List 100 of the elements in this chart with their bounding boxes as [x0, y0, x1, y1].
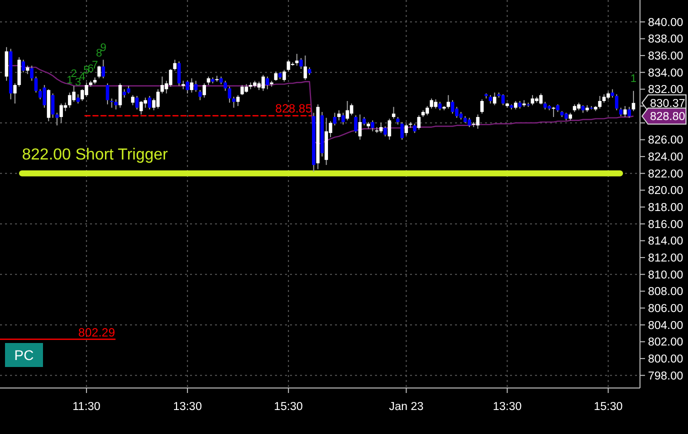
candlestick [384, 126, 387, 137]
text: 2 [70, 68, 77, 80]
candlestick [492, 92, 496, 106]
candlestick [614, 94, 618, 111]
candlestick [426, 106, 429, 116]
y-tick-label: 802.00 [648, 336, 684, 349]
y-tick-label: 838.00 [648, 34, 684, 46]
candlestick [139, 100, 143, 115]
candlestick [455, 106, 458, 118]
candlestick [168, 68, 172, 88]
candlestick [22, 59, 26, 73]
y-tick-label: 826.00 [648, 134, 684, 147]
candlestick [148, 95, 152, 110]
candlestick [72, 85, 76, 102]
candlestick [598, 95, 602, 110]
text: 5 [83, 64, 90, 76]
button: PC [5, 343, 43, 367]
y-tick-label: 824.00 [648, 152, 684, 164]
candlestick [68, 92, 72, 108]
candlestick [131, 94, 134, 106]
candlestick [354, 114, 358, 134]
y-tick-label: 822.00 [648, 168, 684, 180]
ref-line-label: 822.00 Short Trigger [22, 146, 169, 164]
candlestick [370, 120, 374, 132]
candlestick [224, 80, 228, 92]
candlestick [333, 112, 336, 126]
candlestick [186, 80, 190, 94]
y-tick-label: 798.00 [648, 370, 684, 382]
candlestick [266, 76, 270, 90]
y-tick-label: 812.00 [648, 252, 684, 265]
y-tick-label: 804.00 [648, 320, 684, 332]
candlestick [412, 123, 416, 134]
y-tick-label: 800.00 [648, 354, 684, 366]
text: 828.80 [650, 111, 686, 124]
text: 1 [630, 72, 637, 85]
candlestick [632, 90, 636, 112]
x-tick-label: 13:30 [492, 401, 522, 413]
y-tick-label: 808.00 [648, 286, 684, 298]
candlestick [194, 80, 198, 92]
y-tick-label: 820.00 [648, 185, 684, 198]
x-tick-label: Jan 23 [388, 401, 424, 413]
x-tick-label: 13:30 [173, 401, 202, 413]
text: 9 [100, 42, 106, 54]
y-tick-label: 818.00 [648, 202, 684, 214]
candlestick [295, 53, 299, 66]
y-tick-label: 814.00 [648, 236, 684, 248]
text: 4 [79, 71, 86, 84]
candlestick [350, 103, 354, 116]
candlestick [274, 71, 278, 82]
candlestick [118, 82, 122, 108]
text: 3 [74, 76, 82, 88]
candlestick [468, 117, 472, 128]
candlestick [346, 100, 350, 121]
x-tick-label: 15:30 [594, 401, 623, 413]
candlestick [202, 82, 206, 98]
candlestick [392, 106, 396, 120]
y-tick-label: 834.00 [648, 67, 684, 80]
candlestick [304, 55, 307, 80]
y-tick-label: 810.00 [648, 269, 684, 282]
annotation: PC [14, 346, 34, 363]
candlestick [102, 59, 105, 79]
candlestick [286, 59, 290, 72]
candlestick [539, 92, 543, 105]
candlestick [110, 98, 114, 108]
candlestick [430, 98, 434, 110]
text: 8 [96, 48, 102, 60]
candlestick [144, 97, 148, 108]
candlestick [13, 82, 17, 104]
candlestick [55, 112, 59, 126]
candlestick [417, 114, 421, 130]
candlestick [628, 106, 631, 118]
candlestick [358, 114, 362, 140]
y-tick-label: 816.00 [648, 218, 684, 231]
candlestick [446, 94, 450, 110]
candlestick [400, 122, 404, 140]
candlestick [160, 76, 164, 94]
candlestick [337, 110, 341, 121]
text: 830.37 [650, 98, 686, 110]
candlestick [190, 78, 194, 94]
ref-line-label: 802.29 [78, 325, 116, 340]
x-tick-label: 15:30 [274, 401, 303, 413]
y-tick-label: 836.00 [648, 50, 684, 63]
candlestick [262, 74, 265, 92]
candlestick [552, 106, 556, 118]
candlestick [173, 59, 177, 72]
candlestick [156, 88, 160, 110]
candlestick [80, 88, 84, 102]
candlestick [198, 90, 202, 101]
candlestick [30, 65, 34, 82]
candlestick [434, 98, 438, 110]
y-tick-label: 840.00 [648, 16, 684, 29]
candlestick [240, 84, 244, 96]
candlestick [51, 92, 54, 118]
candlestick [76, 94, 80, 104]
candlestick [480, 98, 484, 114]
candlestick [114, 98, 118, 110]
candlestick [379, 122, 383, 134]
y-tick-label: 806.00 [648, 303, 684, 316]
candlestick [177, 60, 181, 86]
candlestick [97, 65, 101, 79]
